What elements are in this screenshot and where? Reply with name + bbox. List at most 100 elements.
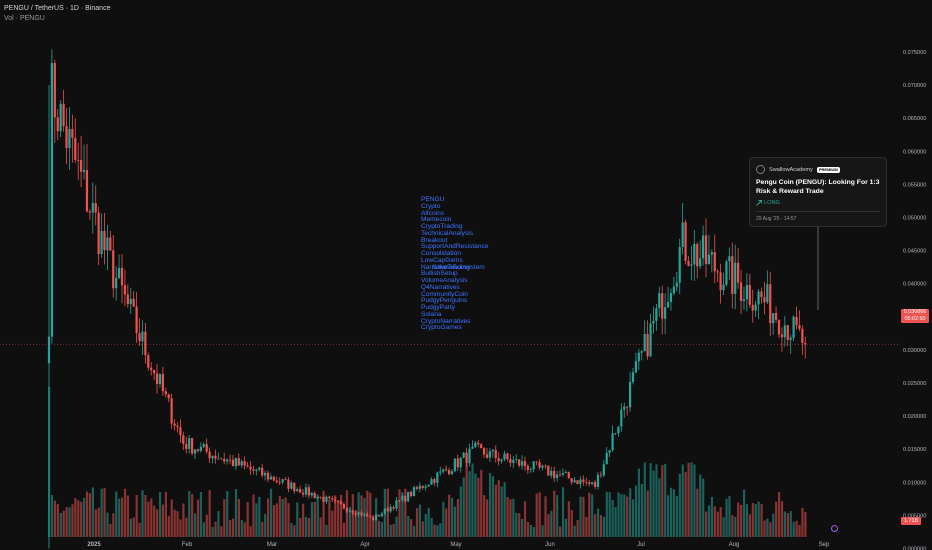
candle-body — [409, 491, 413, 497]
volume-bar — [792, 521, 795, 537]
event-marker-icon[interactable] — [831, 525, 838, 532]
candle-body — [544, 465, 547, 467]
volume-bar — [126, 495, 130, 537]
idea-title[interactable]: Pengu Coin (PENGU): Looking For 1:3 Risk… — [756, 179, 880, 195]
candle-body — [170, 398, 173, 424]
tag-item[interactable]: CryptoNarratives — [421, 317, 471, 325]
tag-item[interactable]: VolumeAnalysis — [421, 277, 468, 284]
volume-bar — [386, 488, 389, 537]
candle-body — [561, 473, 565, 475]
volume-bar — [442, 501, 445, 537]
volume-bar — [118, 498, 121, 537]
volume-bar — [801, 507, 804, 537]
volume-bar — [491, 476, 495, 537]
volume-bar — [772, 513, 775, 537]
candle-body — [728, 256, 731, 262]
volume-bar — [728, 496, 731, 537]
candle-body — [123, 285, 127, 295]
tag-item[interactable]: PENGU — [421, 196, 445, 203]
volume-bar — [164, 492, 167, 537]
last-price-tag: 0.030866 05:02:50 — [901, 309, 929, 323]
candle-body — [398, 500, 401, 501]
volume-bar — [158, 492, 162, 537]
symbol-title[interactable]: PENGU / TetherUS · 1D · Binance — [4, 5, 111, 12]
candle-body — [164, 391, 167, 395]
tag-item[interactable]: TechnicalAnalysis — [421, 229, 474, 237]
tag-item-overlap[interactable]: SolanaEcosystem — [432, 263, 485, 271]
volume-bar — [439, 523, 442, 537]
volume-bar — [50, 494, 54, 537]
volume-legend[interactable]: Vol · PENGU — [4, 15, 45, 22]
premium-badge: PREMIUM — [816, 166, 840, 173]
candle-body — [173, 423, 176, 426]
tag-item[interactable]: CryptoTrading — [421, 223, 463, 230]
volume-bar — [629, 488, 632, 537]
tag-item[interactable]: Solana — [421, 310, 442, 318]
volume-bar — [307, 518, 311, 537]
author-row[interactable]: SwallowAcademy PREMIUM — [756, 165, 840, 174]
idea-tags: PENGU Crypto Altcoins Memecoin CryptoTrading… — [421, 196, 489, 332]
tag-item[interactable]: LowCapGems — [421, 256, 463, 264]
tag-item[interactable]: PudgyPenguins — [421, 297, 468, 305]
tag-item[interactable]: PudgyParty — [421, 304, 456, 311]
tag-item[interactable]: Memecoin — [421, 216, 452, 224]
volume-bar — [167, 516, 170, 537]
volume-bar — [471, 463, 474, 537]
tag-item[interactable]: CommunityCoin — [421, 290, 468, 298]
tag-item[interactable]: NarrativeTrading — [421, 263, 470, 271]
candle-body — [783, 325, 786, 338]
candle-body — [293, 482, 296, 492]
volume-value-tag: 1.71B — [901, 517, 921, 525]
candle-body — [88, 211, 91, 213]
volume-bar — [526, 521, 530, 537]
candle-body — [614, 433, 617, 435]
candle-body — [725, 261, 728, 285]
volume-bar — [652, 470, 655, 537]
candle-body — [626, 406, 629, 408]
candle-body — [719, 272, 722, 291]
last-price: 0.030866 — [903, 309, 927, 315]
volume-bar — [623, 494, 626, 537]
candle-body — [377, 514, 381, 517]
volume-bar — [538, 492, 541, 537]
candle-body — [570, 478, 573, 483]
candle-body — [599, 474, 602, 476]
candle-body — [334, 499, 337, 501]
volume-bar — [567, 501, 570, 537]
volume-bar — [205, 514, 208, 537]
candle-body — [252, 469, 255, 471]
candle-body — [664, 307, 667, 319]
x-tick-label: Aug — [729, 542, 740, 548]
tag-item[interactable]: BullishSetup — [421, 270, 458, 278]
candle-body — [421, 485, 424, 488]
author-name[interactable]: SwallowAcademy — [769, 166, 813, 173]
volume-bar — [302, 503, 305, 537]
candle-body — [223, 458, 226, 462]
candle-body — [456, 458, 459, 468]
candle-body — [261, 467, 264, 476]
tag-item[interactable]: Crypto — [421, 202, 441, 210]
volume-bar — [199, 491, 203, 537]
tag-item[interactable]: Altcoins — [421, 209, 445, 217]
volume-bar — [742, 489, 746, 537]
candle-body — [792, 316, 795, 338]
candle-body — [579, 479, 582, 485]
candle-body — [547, 465, 550, 476]
candle-body — [369, 516, 372, 518]
candle-body — [707, 254, 711, 264]
candle-body — [395, 500, 398, 509]
tag-item[interactable]: SupportAndResistance — [421, 243, 489, 251]
idea-card[interactable]: SwallowAcademy PREMIUM Pengu Coin (PENGU… — [749, 157, 887, 227]
candle-body — [386, 508, 389, 512]
tag-item[interactable]: Consolidation — [421, 250, 461, 257]
candle-body — [103, 230, 106, 251]
y-tick-label: 0.010000 — [903, 480, 926, 486]
tag-item[interactable]: CryptoGames — [421, 324, 462, 332]
volume-bar — [783, 511, 787, 537]
tag-item[interactable]: Q4Narratives — [421, 283, 460, 291]
tag-item[interactable]: Breakout — [421, 236, 448, 244]
y-tick-label: 0.030000 — [903, 348, 926, 354]
candle-body — [623, 406, 626, 410]
candle-body — [363, 513, 366, 516]
